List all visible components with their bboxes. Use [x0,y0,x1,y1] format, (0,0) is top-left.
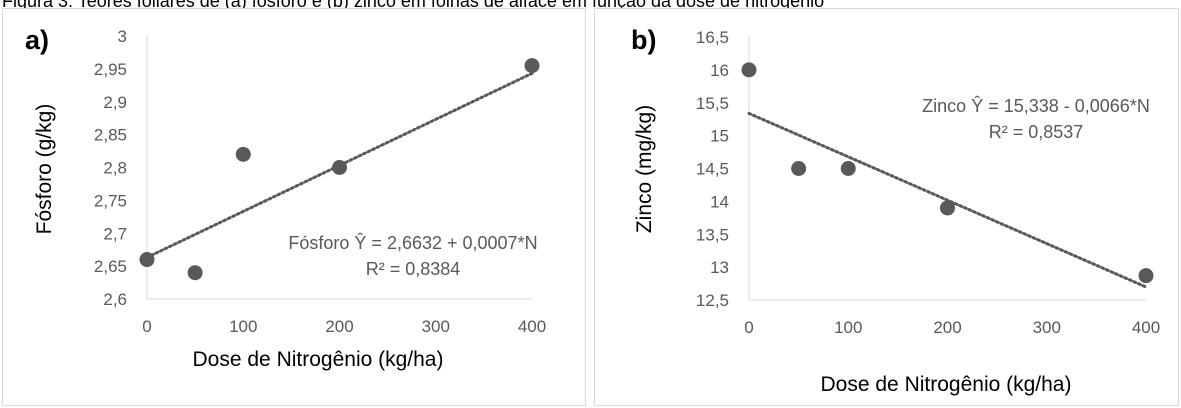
data-point [741,62,757,78]
data-point [235,146,251,162]
x-tick-label: 300 [1033,318,1061,337]
data-point [1138,268,1154,284]
y-tick-label: 14 [710,192,729,211]
x-tick-label: 0 [142,317,151,336]
y-tick-label: 2,75 [94,191,127,210]
trendline [747,111,1148,289]
trendline-equation: Fósforo Ŷ = 2,6632 + 0,0007*N [288,233,537,253]
x-axis-title: Dose de Nitrogênio (kg/ha) [193,348,444,371]
data-point [840,161,856,176]
data-point [524,58,540,74]
y-axis-title: Zinco (mg/kg) [633,105,656,233]
y-tick-label: 2,7 [103,224,127,243]
x-tick-label: 100 [229,317,257,336]
y-tick-label: 2,8 [103,159,127,178]
y-tick-label: 16,5 [696,28,729,47]
x-tick-label: 300 [422,317,450,336]
r-squared-label: R² = 0,8384 [366,259,461,279]
x-tick-label: 200 [933,318,961,337]
data-point [187,265,203,281]
figure-caption: Figura 3. Teores foliares de (a) fósforo… [2,0,825,11]
data-point [791,161,807,176]
zinco-chart: 12,5 13 13,5 14 14,5 15 15,5 16 16,5 0 100 200 300 40… [631,25,1160,396]
y-tick-label: 13,5 [696,225,729,244]
chart-panel-zinco: 12,5 13 13,5 14 14,5 15 15,5 16 16,5 0 100 200 300 40… [594,8,1179,406]
y-tick-label: 15,5 [696,94,729,113]
x-tick-label: 400 [518,317,546,336]
y-tick-label: 15 [710,127,729,146]
data-point [332,160,347,175]
y-tick-label: 14,5 [696,160,729,179]
x-axis-title: Dose de Nitrogênio (kg/ha) [821,373,1072,396]
x-tick-label: 0 [744,318,753,337]
y-tick-label: 2,95 [94,60,127,79]
data-point [940,200,955,216]
y-tick-label: 3 [118,27,127,46]
r-squared-label: R² = 0,8537 [989,122,1084,142]
panel-label: b) [631,25,656,55]
x-tick-label: 100 [834,318,862,337]
y-tick-label: 2,65 [94,257,127,276]
x-tick-label: 400 [1132,318,1160,337]
y-tick-label: 2,85 [94,126,127,145]
y-tick-label: 2,6 [103,290,127,309]
y-tick-label: 16 [710,61,729,80]
data-point [139,252,155,268]
y-axis-title: Fósforo (g/kg) [33,104,56,235]
y-tick-label: 12,5 [696,291,729,310]
y-tick-label: 13 [710,258,729,277]
fosforo-chart: 2,6 2,65 2,7 2,75 2,8 2,85 2,9 2,95 3 0 100 200 300 4… [25,25,546,371]
trendline-equation: Zinco Ŷ = 15,338 - 0,0066*N [922,96,1150,116]
panel-label: a) [25,25,49,55]
chart-panel-fosforo: 2,6 2,65 2,7 2,75 2,8 2,85 2,9 2,95 3 0 100 200 300 4… [2,8,586,406]
y-tick-label: 2,9 [103,93,127,112]
x-tick-label: 200 [325,317,353,336]
